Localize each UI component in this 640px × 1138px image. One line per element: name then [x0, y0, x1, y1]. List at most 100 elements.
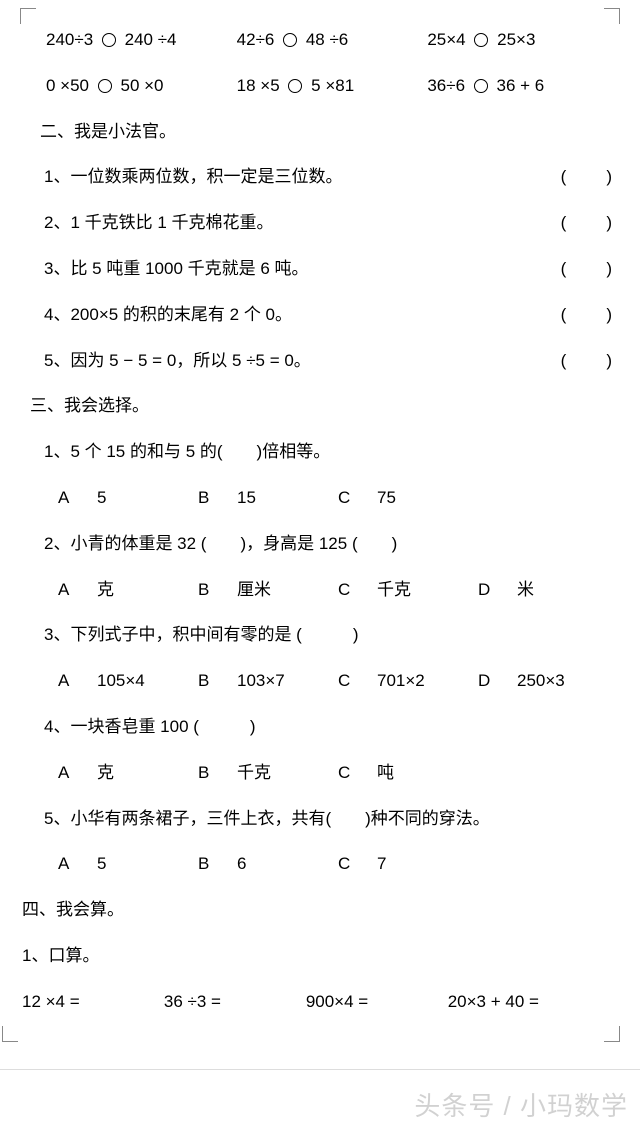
compare-left: 18 ×5 — [237, 76, 280, 95]
option-label: B — [198, 761, 220, 785]
option: D 米 — [478, 578, 618, 602]
option-value: 吨 — [377, 763, 394, 782]
corner-mark — [604, 1026, 620, 1042]
compare-left: 42÷6 — [237, 30, 275, 49]
option-value: 5 — [97, 854, 106, 873]
option: B 103×7 — [198, 669, 338, 693]
option: B 6 — [198, 852, 338, 876]
option-value: 厘米 — [237, 580, 271, 599]
choice-question: 1、5 个 15 的和与 5 的( )倍相等。 — [44, 440, 618, 464]
watermark-text: 头条号 / 小玛数学 — [414, 1088, 628, 1124]
compare-circle-icon — [288, 79, 302, 93]
option-value: 103×7 — [237, 671, 285, 690]
calc-row: 12 ×4 = 36 ÷3 = 900×4 = 20×3 + 40 = — [22, 990, 618, 1014]
option-value: 米 — [517, 580, 534, 599]
option: A 5 — [58, 486, 198, 510]
option: A 105×4 — [58, 669, 198, 693]
option-label: B — [198, 578, 220, 602]
compare-item: 0 ×50 50 ×0 — [46, 74, 237, 98]
compare-right: 25×3 — [497, 30, 535, 49]
compare-circle-icon — [474, 79, 488, 93]
option-spacer — [478, 761, 618, 785]
option-label: D — [478, 669, 500, 693]
option-label: A — [58, 578, 80, 602]
section-4-sub: 1、口算。 — [22, 944, 618, 968]
option: A 克 — [58, 761, 198, 785]
option-value: 千克 — [237, 763, 271, 782]
judge-text: 1、一位数乘两位数，积一定是三位数。 — [44, 165, 518, 189]
compare-right: 240 ÷4 — [125, 30, 177, 49]
compare-item: 18 ×5 5 ×81 — [237, 74, 428, 98]
blank-paren: ( ) — [518, 257, 618, 281]
corner-mark — [604, 8, 620, 24]
choice-options: A 克 B 厘米 C 千克 D 米 — [58, 578, 618, 602]
judge-text: 3、比 5 吨重 1000 千克就是 6 吨。 — [44, 257, 518, 281]
judge-text: 5、因为 5 − 5 = 0，所以 5 ÷5 = 0。 — [44, 349, 518, 373]
option-label: A — [58, 486, 80, 510]
option-label: C — [338, 852, 360, 876]
section-4-title: 四、我会算。 — [22, 898, 618, 922]
calc-item: 36 ÷3 = — [164, 990, 306, 1014]
compare-left: 36÷6 — [427, 76, 465, 95]
choice-options: A 5 B 15 C 75 — [58, 486, 618, 510]
option-label: B — [198, 486, 220, 510]
option-value: 15 — [237, 488, 256, 507]
blank-paren: ( ) — [518, 303, 618, 327]
option-value: 7 — [377, 854, 386, 873]
calc-item: 12 ×4 = — [22, 990, 164, 1014]
option-label: C — [338, 578, 360, 602]
compare-row: 240÷3 240 ÷4 42÷6 48 ÷6 25×4 25×3 — [22, 28, 618, 52]
choice-question: 4、一块香皂重 100 ( ) — [44, 715, 618, 739]
option-value: 克 — [97, 580, 114, 599]
compare-left: 0 ×50 — [46, 76, 89, 95]
worksheet-page: 240÷3 240 ÷4 42÷6 48 ÷6 25×4 25×3 0 ×50 … — [0, 0, 640, 1014]
compare-row: 0 ×50 50 ×0 18 ×5 5 ×81 36÷6 36 + 6 — [22, 74, 618, 98]
judge-item: 1、一位数乘两位数，积一定是三位数。( ) — [44, 165, 618, 189]
option-label: A — [58, 669, 80, 693]
option-value: 6 — [237, 854, 246, 873]
compare-circle-icon — [283, 33, 297, 47]
judge-item: 2、1 千克铁比 1 千克棉花重。( ) — [44, 211, 618, 235]
option-value: 5 — [97, 488, 106, 507]
compare-left: 25×4 — [427, 30, 465, 49]
option-value: 75 — [377, 488, 396, 507]
option-label: C — [338, 669, 360, 693]
choice-options: A 克 B 千克 C 吨 — [58, 761, 618, 785]
option-label: C — [338, 761, 360, 785]
option-label: A — [58, 852, 80, 876]
option: A 5 — [58, 852, 198, 876]
option: C 吨 — [338, 761, 478, 785]
compare-right: 48 ÷6 — [306, 30, 348, 49]
compare-item: 25×4 25×3 — [427, 28, 618, 52]
judge-item: 5、因为 5 − 5 = 0，所以 5 ÷5 = 0。( ) — [44, 349, 618, 373]
blank-paren: ( ) — [518, 349, 618, 373]
option-label: A — [58, 761, 80, 785]
option: C 千克 — [338, 578, 478, 602]
compare-circle-icon — [98, 79, 112, 93]
option-label: B — [198, 852, 220, 876]
option: C 701×2 — [338, 669, 478, 693]
section-3-title: 三、我会选择。 — [30, 394, 618, 418]
option: B 厘米 — [198, 578, 338, 602]
corner-mark — [2, 1026, 18, 1042]
option: C 7 — [338, 852, 478, 876]
judge-text: 2、1 千克铁比 1 千克棉花重。 — [44, 211, 518, 235]
option-label: C — [338, 486, 360, 510]
calc-item: 900×4 = — [306, 990, 448, 1014]
option: C 75 — [338, 486, 478, 510]
compare-right: 5 ×81 — [311, 76, 354, 95]
option: D 250×3 — [478, 669, 618, 693]
corner-mark — [20, 8, 36, 24]
option-value: 千克 — [377, 580, 411, 599]
option-spacer — [478, 486, 618, 510]
option-value: 701×2 — [377, 671, 425, 690]
option: B 15 — [198, 486, 338, 510]
judge-item: 3、比 5 吨重 1000 千克就是 6 吨。( ) — [44, 257, 618, 281]
compare-item: 36÷6 36 + 6 — [427, 74, 618, 98]
choice-options: A 5 B 6 C 7 — [58, 852, 618, 876]
option-value: 250×3 — [517, 671, 565, 690]
blank-paren: ( ) — [518, 165, 618, 189]
judge-text: 4、200×5 的积的末尾有 2 个 0。 — [44, 303, 518, 327]
compare-right: 36 + 6 — [497, 76, 545, 95]
footer-divider — [0, 1069, 640, 1070]
